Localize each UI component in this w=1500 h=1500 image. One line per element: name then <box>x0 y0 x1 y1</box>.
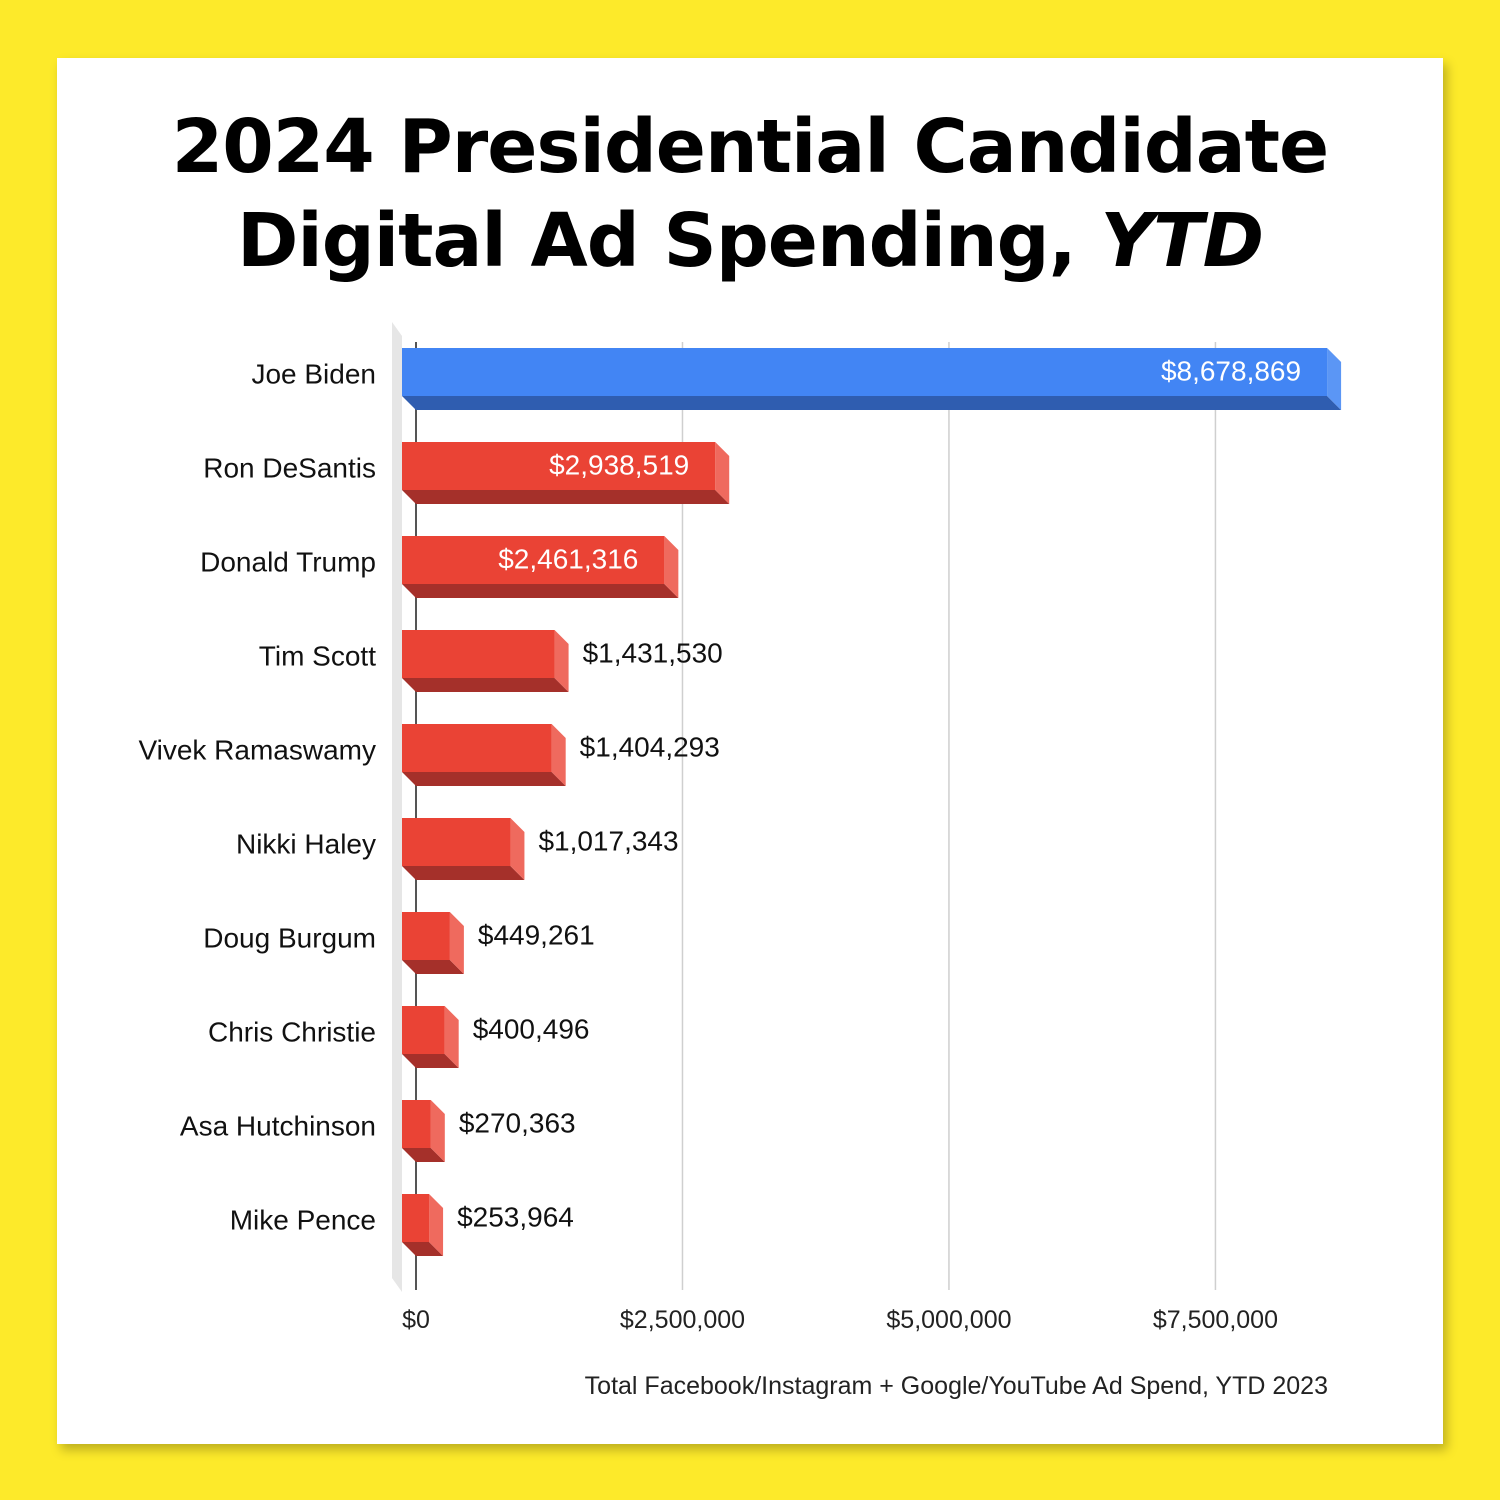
category-label: Doug Burgum <box>203 922 376 953</box>
data-label: $8,678,869 <box>1161 355 1301 386</box>
bar-side-face <box>554 630 569 692</box>
category-label: Joe Biden <box>251 358 376 389</box>
chart-title: 2024 Presidential Candidate Digital Ad S… <box>57 100 1443 288</box>
data-label: $2,461,316 <box>498 543 638 574</box>
bar-bottom-face <box>402 396 1342 410</box>
category-label: Tim Scott <box>259 640 376 671</box>
bar-bottom-face <box>402 866 525 880</box>
bar <box>402 818 511 866</box>
chart-card <box>57 58 1443 1444</box>
bar-side-face <box>444 1006 459 1068</box>
bar-bottom-face <box>402 490 730 504</box>
data-label: $1,404,293 <box>580 731 720 762</box>
x-tick-label: $0 <box>402 1306 430 1334</box>
category-label: Nikki Haley <box>236 828 376 859</box>
bar <box>402 442 716 490</box>
bar-side-face <box>449 912 464 974</box>
title-container: 2024 Presidential Candidate Digital Ad S… <box>57 58 1443 1444</box>
bar-bottom-face <box>402 960 464 974</box>
title-line-2-main: Digital Ad Spending, <box>236 198 1101 284</box>
title-line-2: Digital Ad Spending, YTD <box>57 194 1443 288</box>
bar-bottom-face <box>402 1054 459 1068</box>
x-tick-label: $5,000,000 <box>886 1306 1011 1334</box>
plot-left-wall <box>392 322 402 1292</box>
x-tick-label: $2,500,000 <box>620 1306 745 1334</box>
bar-side-face <box>510 818 525 880</box>
bar-bottom-face <box>402 678 569 692</box>
data-label: $270,363 <box>459 1107 576 1138</box>
x-tick-label: $7,500,000 <box>1153 1306 1278 1334</box>
bar-side-face <box>715 442 730 504</box>
chart-caption: Total Facebook/Instagram + Google/YouTub… <box>584 1372 1328 1400</box>
bar-side-face <box>1327 348 1342 410</box>
bar <box>402 912 450 960</box>
bar-bottom-face <box>402 584 679 598</box>
bar <box>402 1006 445 1054</box>
category-label: Mike Pence <box>230 1204 376 1235</box>
data-label: $253,964 <box>457 1201 574 1232</box>
bar <box>402 724 552 772</box>
bar-bottom-face <box>402 1242 444 1256</box>
category-label: Chris Christie <box>208 1016 376 1047</box>
bar <box>402 630 555 678</box>
bar <box>402 1194 430 1242</box>
data-label: $1,017,343 <box>538 825 678 856</box>
bar <box>402 348 1328 396</box>
category-label: Ron DeSantis <box>203 452 376 483</box>
bar-side-face <box>429 1194 444 1256</box>
title-line-1: 2024 Presidential Candidate <box>171 104 1329 190</box>
data-label: $449,261 <box>478 919 595 950</box>
data-label: $400,496 <box>473 1013 590 1044</box>
bar-bottom-face <box>402 1148 445 1162</box>
category-label: Donald Trump <box>200 546 376 577</box>
data-label: $2,938,519 <box>549 449 689 480</box>
category-label: Vivek Ramaswamy <box>138 734 376 765</box>
bar-side-face <box>430 1100 445 1162</box>
category-label: Asa Hutchinson <box>180 1110 376 1141</box>
bar-side-face <box>664 536 679 598</box>
bar-bottom-face <box>402 772 566 786</box>
bar <box>402 536 665 584</box>
bar-side-face <box>551 724 566 786</box>
title-line-2-emphasis: YTD <box>1100 198 1264 284</box>
bar <box>402 1100 431 1148</box>
data-label: $1,431,530 <box>583 637 723 668</box>
